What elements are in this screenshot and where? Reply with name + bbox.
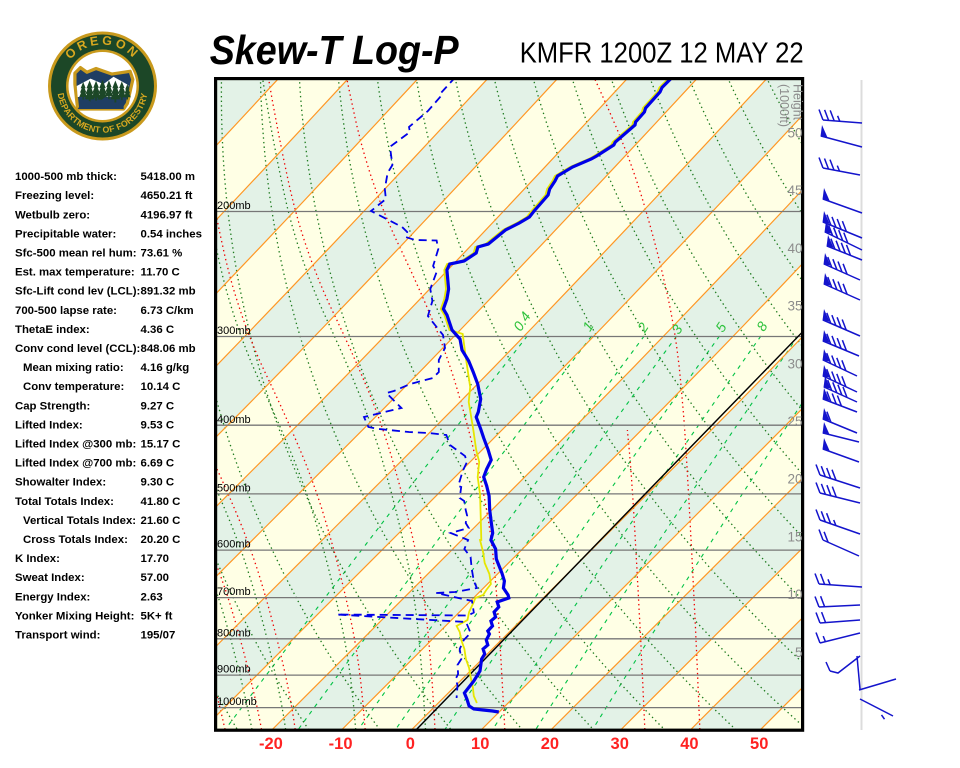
svg-text:KMFR 1200Z 12 MAY 22: KMFR 1200Z 12 MAY 22 xyxy=(520,38,804,70)
svg-text:900mb: 900mb xyxy=(217,664,251,676)
svg-text:K Index:: K Index: xyxy=(15,553,60,565)
svg-text:17.70: 17.70 xyxy=(141,553,170,565)
svg-text:Freezing level:: Freezing level: xyxy=(15,190,94,202)
svg-text:40: 40 xyxy=(680,735,698,753)
svg-text:20.20 C: 20.20 C xyxy=(141,534,181,546)
svg-text:50: 50 xyxy=(787,126,802,141)
svg-text:9.53 C: 9.53 C xyxy=(141,419,175,431)
svg-text:Lifted Index @700 mb:: Lifted Index @700 mb: xyxy=(15,458,136,470)
svg-text:Transport wind:: Transport wind: xyxy=(15,630,100,642)
svg-text:5418.00 m: 5418.00 m xyxy=(141,171,195,183)
svg-text:Cap Strength:: Cap Strength: xyxy=(15,400,90,412)
svg-text:Est. max temperature:: Est. max temperature: xyxy=(15,267,135,279)
svg-text:Total Totals Index:: Total Totals Index: xyxy=(15,496,114,508)
svg-text:5K+ ft: 5K+ ft xyxy=(141,610,173,622)
svg-text:10: 10 xyxy=(787,587,802,602)
svg-text:Sweat Index:: Sweat Index: xyxy=(15,572,85,584)
svg-text:Conv temperature:: Conv temperature: xyxy=(23,381,124,393)
svg-text:40: 40 xyxy=(787,241,802,256)
svg-text:1000-500 mb thick:: 1000-500 mb thick: xyxy=(15,171,117,183)
svg-text:45: 45 xyxy=(787,183,802,198)
svg-text:10: 10 xyxy=(471,735,489,753)
svg-text:6.69 C: 6.69 C xyxy=(141,458,175,470)
svg-text:15: 15 xyxy=(787,529,802,544)
svg-text:41.80 C: 41.80 C xyxy=(141,496,181,508)
svg-text:Sfc-Lift cond lev (LCL):: Sfc-Lift cond lev (LCL): xyxy=(15,286,140,298)
svg-text:30: 30 xyxy=(787,356,802,371)
svg-text:-10: -10 xyxy=(329,735,353,753)
svg-text:Showalter Index:: Showalter Index: xyxy=(15,477,106,489)
svg-text:300mb: 300mb xyxy=(217,325,251,337)
svg-text:35: 35 xyxy=(787,299,802,314)
svg-text:195/07: 195/07 xyxy=(141,630,176,642)
svg-text:700-500 lapse rate:: 700-500 lapse rate: xyxy=(15,305,117,317)
svg-text:ThetaE index:: ThetaE index: xyxy=(15,324,90,336)
svg-text:-20: -20 xyxy=(259,735,283,753)
svg-text:Vertical Totals Index:: Vertical Totals Index: xyxy=(23,515,136,527)
svg-text:21.60 C: 21.60 C xyxy=(141,515,181,527)
svg-text:57.00: 57.00 xyxy=(141,572,170,584)
svg-text:4.16 g/kg: 4.16 g/kg xyxy=(141,362,190,374)
svg-text:500mb: 500mb xyxy=(217,483,251,495)
svg-text:25: 25 xyxy=(787,414,802,429)
svg-text:Yonker Mixing Height:: Yonker Mixing Height: xyxy=(15,610,134,622)
svg-text:50: 50 xyxy=(750,735,768,753)
svg-text:9.30 C: 9.30 C xyxy=(141,477,175,489)
svg-text:10.14 C: 10.14 C xyxy=(141,381,181,393)
svg-text:848.06 mb: 848.06 mb xyxy=(141,343,196,355)
svg-text:11.70 C: 11.70 C xyxy=(141,267,180,279)
svg-text:2.63: 2.63 xyxy=(141,591,163,603)
svg-text:Lifted Index @300 mb:: Lifted Index @300 mb: xyxy=(15,439,136,451)
svg-text:200mb: 200mb xyxy=(217,200,251,212)
svg-text:Cross Totals Index:: Cross Totals Index: xyxy=(23,534,128,546)
svg-text:Energy Index:: Energy Index: xyxy=(15,591,90,603)
svg-text:0.54 inches: 0.54 inches xyxy=(141,228,202,240)
svg-text:891.32 mb: 891.32 mb xyxy=(141,286,196,298)
svg-text:4196.97 ft: 4196.97 ft xyxy=(141,209,193,221)
svg-text:(1000ft): (1000ft) xyxy=(777,84,791,127)
svg-text:20: 20 xyxy=(787,472,802,487)
svg-text:Sfc-500 mean rel hum:: Sfc-500 mean rel hum: xyxy=(15,248,137,260)
svg-text:600mb: 600mb xyxy=(217,539,251,551)
svg-text:800mb: 800mb xyxy=(217,627,251,639)
svg-text:Skew-T Log-P: Skew-T Log-P xyxy=(210,27,460,73)
svg-text:20: 20 xyxy=(541,735,559,753)
svg-text:1000mb: 1000mb xyxy=(217,696,257,708)
svg-text:5: 5 xyxy=(795,645,803,660)
svg-text:400mb: 400mb xyxy=(217,414,251,426)
svg-text:4.36 C: 4.36 C xyxy=(141,324,175,336)
svg-text:Mean mixing ratio:: Mean mixing ratio: xyxy=(23,362,124,374)
svg-text:Wetbulb zero:: Wetbulb zero: xyxy=(15,209,90,221)
svg-text:Precipitable water:: Precipitable water: xyxy=(15,228,116,240)
svg-text:700mb: 700mb xyxy=(217,586,251,598)
svg-text:Height: Height xyxy=(791,84,805,121)
svg-text:Lifted Index:: Lifted Index: xyxy=(15,419,83,431)
svg-text:30: 30 xyxy=(611,735,629,753)
svg-text:73.61 %: 73.61 % xyxy=(141,248,183,260)
svg-text:Conv cond level (CCL):: Conv cond level (CCL): xyxy=(15,343,140,355)
svg-text:6.73 C/km: 6.73 C/km xyxy=(141,305,194,317)
svg-text:9.27 C: 9.27 C xyxy=(141,400,175,412)
svg-text:4650.21 ft: 4650.21 ft xyxy=(141,190,193,202)
svg-text:15.17 C: 15.17 C xyxy=(141,439,181,451)
svg-text:0: 0 xyxy=(406,735,415,753)
